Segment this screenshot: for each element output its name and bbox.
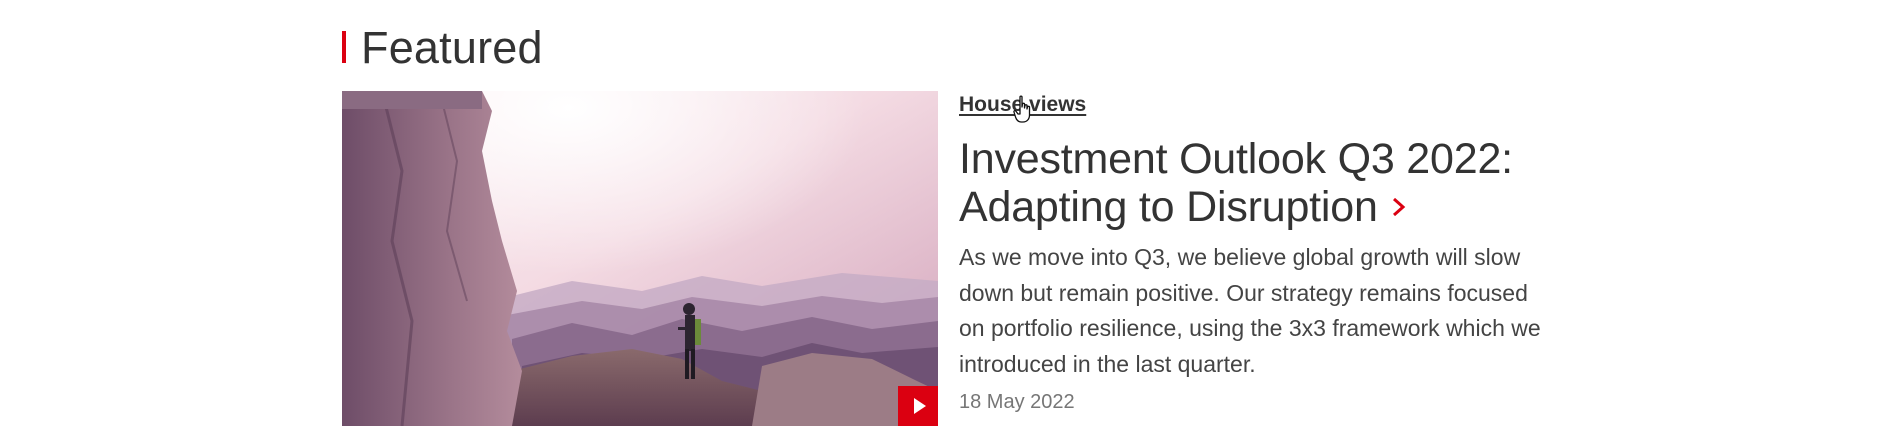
- hiker-mountain-image: [342, 91, 938, 426]
- play-video-button[interactable]: [898, 386, 938, 426]
- hiker-figure: [678, 303, 701, 379]
- article-content: House views Investment Outlook Q3 2022: …: [959, 91, 1559, 414]
- category-link[interactable]: House views: [959, 93, 1087, 116]
- article-date: 18 May 2022: [959, 391, 1075, 413]
- chevron-right-icon: [1392, 197, 1405, 216]
- play-icon: [913, 398, 926, 414]
- article-summary: As we move into Q3, we believe global gr…: [959, 244, 1541, 377]
- section-accent-bar: [342, 31, 346, 63]
- featured-article-card: House views Investment Outlook Q3 2022: …: [342, 91, 1542, 426]
- section-title: Featured: [361, 21, 543, 73]
- article-title: Investment Outlook Q3 2022: Adapting to …: [959, 135, 1513, 231]
- article-video-thumbnail[interactable]: [342, 91, 938, 426]
- article-title-link[interactable]: Investment Outlook Q3 2022: Adapting to …: [959, 135, 1559, 231]
- section-header: Featured: [342, 22, 543, 72]
